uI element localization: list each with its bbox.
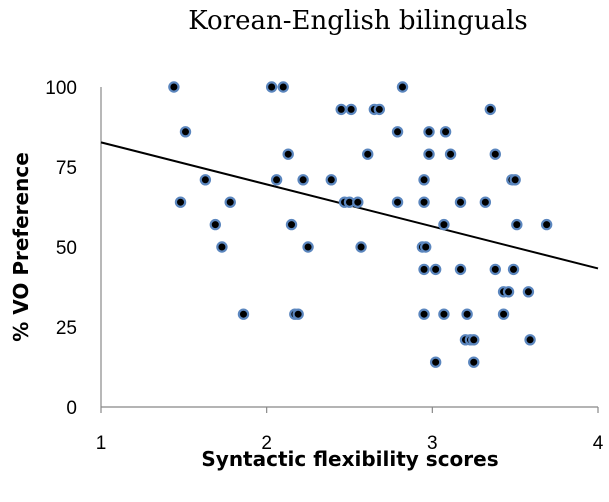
data-point xyxy=(509,174,521,186)
data-point xyxy=(423,148,435,160)
data-point xyxy=(489,263,501,276)
data-point xyxy=(292,308,304,320)
x-tick-label: 3 xyxy=(427,433,438,454)
data-point xyxy=(468,356,480,368)
data-point xyxy=(277,81,289,93)
data-point xyxy=(265,81,278,93)
data-point xyxy=(396,81,409,93)
y-tick-label: 0 xyxy=(66,398,77,419)
data-point xyxy=(540,218,553,231)
data-points xyxy=(168,81,553,368)
x-tick-label: 1 xyxy=(96,433,107,454)
data-point xyxy=(418,174,430,186)
data-point xyxy=(391,126,404,138)
data-point xyxy=(302,241,314,253)
data-point xyxy=(429,356,442,368)
data-point xyxy=(507,263,520,276)
data-point xyxy=(479,196,492,208)
data-point xyxy=(418,263,430,276)
data-point xyxy=(418,308,430,320)
chart-title: Korean-English bilinguals xyxy=(188,6,527,36)
data-point xyxy=(362,148,374,160)
y-tick-label: 25 xyxy=(56,318,77,339)
data-point xyxy=(524,334,536,346)
y-axis-ticks: 0 25 50 75 100 xyxy=(45,78,77,419)
x-tick-label: 2 xyxy=(261,433,272,454)
data-point xyxy=(335,103,347,116)
data-point xyxy=(489,148,501,160)
data-point xyxy=(391,196,404,208)
data-point xyxy=(179,126,192,138)
data-point xyxy=(418,196,430,208)
data-point xyxy=(270,174,283,186)
data-point xyxy=(468,334,480,346)
data-point xyxy=(224,196,236,208)
data-point xyxy=(423,126,435,138)
data-point xyxy=(209,218,222,231)
data-point xyxy=(522,286,535,298)
data-point xyxy=(484,103,497,116)
data-point xyxy=(454,263,467,276)
data-point xyxy=(285,218,298,231)
data-point xyxy=(502,286,515,298)
data-point xyxy=(297,174,309,186)
data-point xyxy=(325,174,337,186)
data-point xyxy=(438,308,450,320)
data-point xyxy=(420,241,432,253)
data-point xyxy=(345,103,357,116)
data-point xyxy=(438,218,450,231)
y-tick-label: 50 xyxy=(56,238,77,259)
data-point xyxy=(282,148,294,160)
y-axis-label: % VO Preference xyxy=(9,152,33,342)
data-point xyxy=(497,308,510,320)
data-point xyxy=(373,103,386,116)
data-point xyxy=(429,263,442,276)
data-point xyxy=(355,241,367,253)
data-point xyxy=(174,196,187,208)
data-point xyxy=(237,308,250,320)
data-point xyxy=(511,218,523,231)
data-point xyxy=(439,126,452,138)
x-tick-label: 4 xyxy=(593,433,604,454)
y-tick-label: 100 xyxy=(45,78,77,99)
data-point xyxy=(454,196,467,208)
data-point xyxy=(199,174,212,186)
data-point xyxy=(444,148,457,160)
x-axis-ticks: 1 2 3 4 xyxy=(96,407,604,454)
data-point xyxy=(461,308,473,320)
data-point xyxy=(352,196,364,208)
data-point xyxy=(216,241,228,253)
x-axis-label: Syntactic flexibility scores xyxy=(201,447,498,471)
y-tick-label: 75 xyxy=(56,158,77,179)
data-point xyxy=(168,81,180,93)
